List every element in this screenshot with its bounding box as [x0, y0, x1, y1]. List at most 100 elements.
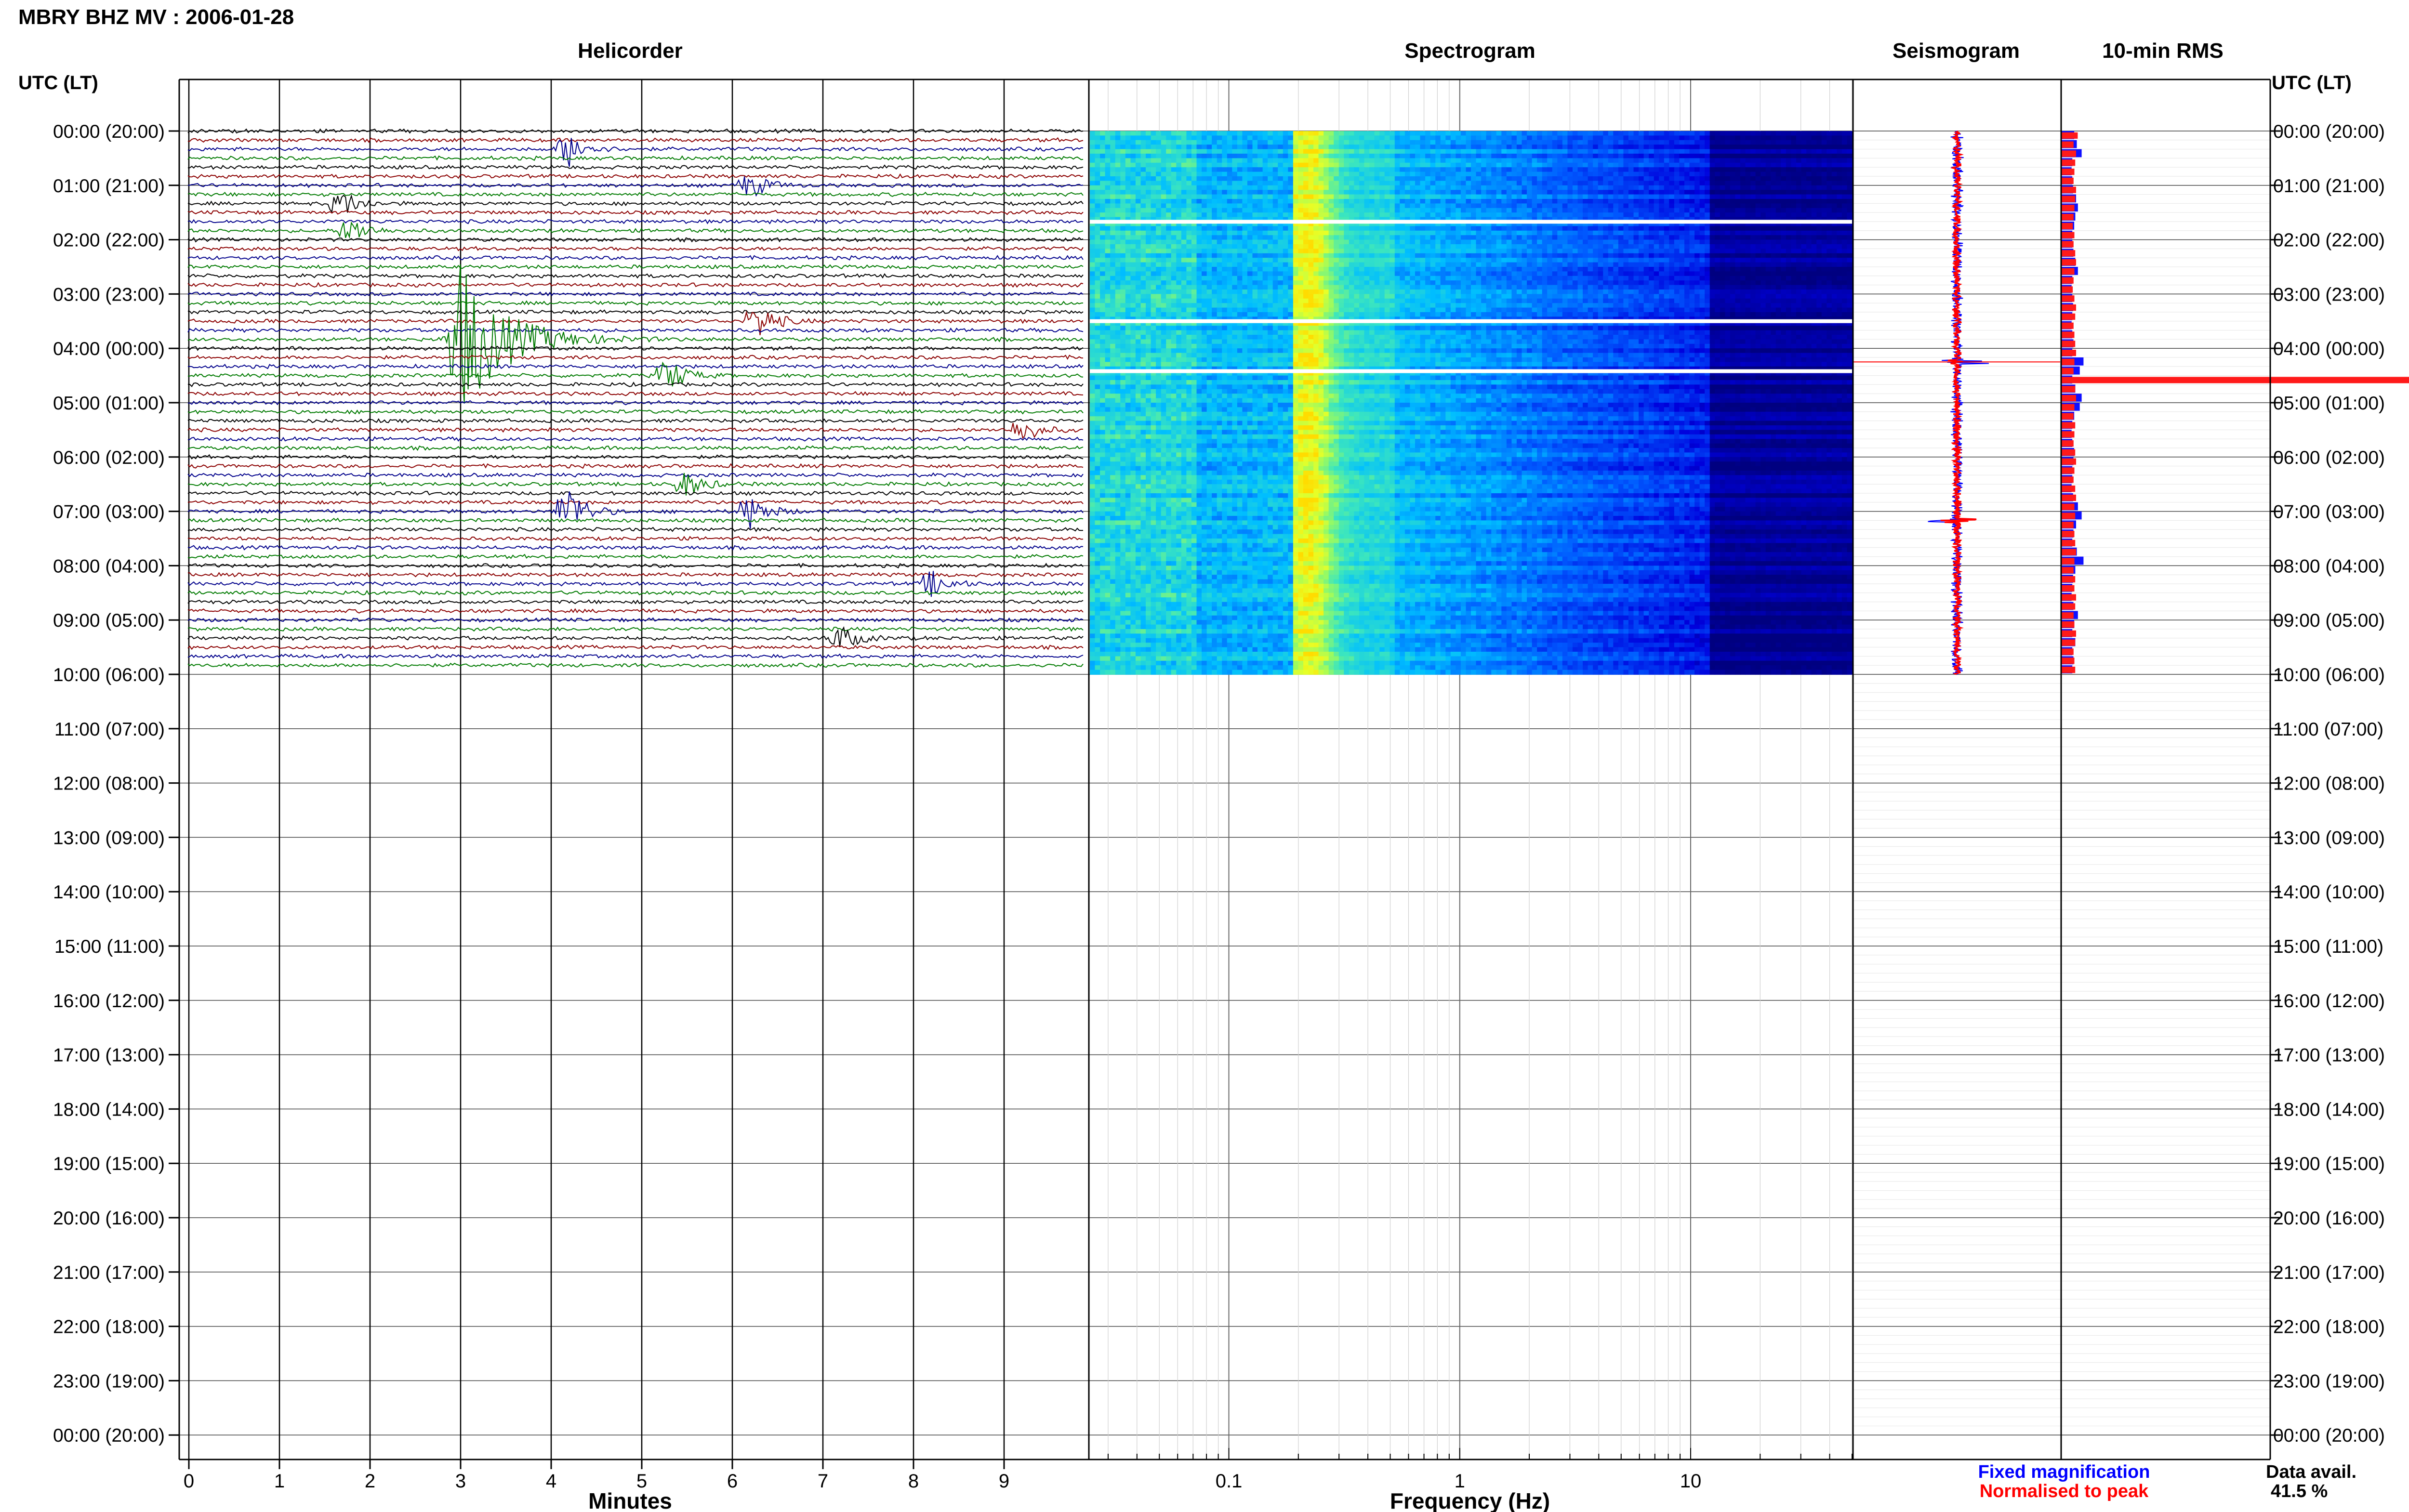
spectrogram-cell [1491, 181, 1497, 186]
spectrogram-cell [1196, 262, 1202, 267]
spectrogram-cell [1156, 208, 1162, 213]
spectrogram-cell [1293, 135, 1299, 141]
spectrogram-cell [1242, 131, 1248, 136]
spectrogram-cell [1750, 208, 1756, 213]
spectrogram-cell [1588, 162, 1593, 168]
spectrogram-cell [1735, 185, 1741, 190]
spectrogram-cell [1196, 226, 1202, 231]
spectrogram-cell [1598, 199, 1603, 204]
spectrogram-cell [1588, 181, 1593, 186]
spectrogram-cell [1344, 212, 1350, 218]
spectrogram-cell [1837, 253, 1842, 258]
spectrogram-cell [1308, 171, 1314, 177]
spectrogram-cell [1146, 253, 1152, 258]
spectrogram-cell [1588, 239, 1593, 245]
spectrogram-cell [1450, 230, 1456, 236]
spectrogram-cell [1466, 181, 1471, 186]
spectrogram-cell [1308, 194, 1314, 199]
spectrogram-cell [1466, 176, 1471, 182]
spectrogram-cell [1394, 167, 1401, 172]
spectrogram-cell [1364, 135, 1370, 141]
spectrogram-cell [1628, 239, 1634, 245]
spectrogram-cell [1313, 222, 1319, 227]
spectrogram-cell [1384, 181, 1390, 186]
spectrogram-cell [1476, 249, 1482, 254]
spectrogram-cell [1623, 149, 1629, 154]
spectrogram-cell [1262, 226, 1268, 231]
spectrogram-cell [1847, 271, 1853, 276]
spectrogram-cell [1222, 235, 1228, 240]
spectrogram-cell [1384, 212, 1390, 218]
spectrogram-cell [1425, 217, 1431, 222]
spectrogram-cell [1841, 145, 1848, 150]
spectrogram-cell [1237, 230, 1243, 236]
spectrogram-cell [1156, 230, 1162, 236]
spectrogram-cell [1481, 222, 1487, 227]
spectrogram-cell [1481, 226, 1487, 231]
spectrogram-cell [1176, 190, 1182, 195]
spectrogram-cell [1715, 226, 1721, 231]
spectrogram-cell [1664, 140, 1670, 145]
spectrogram-cell [1821, 190, 1827, 195]
spectrogram-cell [1227, 267, 1233, 272]
spectrogram-cell [1359, 217, 1365, 222]
spectrogram-cell [1775, 235, 1782, 240]
spectrogram-cell [1639, 162, 1644, 168]
spectrogram-cell [1176, 267, 1182, 272]
spectrogram-cell [1359, 190, 1365, 195]
spectrogram-cell [1410, 253, 1416, 258]
spectrogram-cell [1786, 222, 1792, 227]
spectrogram-cell [1715, 199, 1721, 204]
spectrogram-cell [1669, 149, 1675, 154]
spectrogram-cell [1105, 262, 1111, 267]
spectrogram-cell [1384, 230, 1390, 236]
spectrogram-cell [1527, 244, 1533, 250]
spectrogram-cell [1450, 239, 1456, 245]
spectrogram-cell [1435, 190, 1441, 195]
spectrogram-cell [1775, 262, 1782, 267]
spectrogram-cell [1227, 262, 1233, 267]
spectrogram-cell [1613, 203, 1619, 209]
spectrogram-cell [1506, 149, 1512, 154]
spectrogram-cell [1684, 145, 1690, 150]
spectrogram-cell [1146, 135, 1152, 141]
spectrogram-cell [1415, 145, 1421, 150]
spectrogram-cell [1481, 131, 1487, 136]
spectrogram-cell [1384, 253, 1390, 258]
spectrogram-cell [1191, 258, 1197, 263]
spectrogram-cell [1135, 135, 1141, 141]
spectrogram-cell [1501, 154, 1507, 159]
spectrogram-cell [1837, 145, 1842, 150]
spectrogram-cell [1390, 226, 1395, 231]
spectrogram-cell [1456, 208, 1461, 213]
spectrogram-cell [1608, 267, 1614, 272]
spectrogram-cell [1694, 267, 1700, 272]
spectrogram-cell [1135, 203, 1141, 209]
spectrogram-cell [1161, 235, 1166, 240]
spectrogram-cell [1786, 158, 1792, 163]
spectrogram-cell [1186, 190, 1192, 195]
spectrogram-cell [1359, 249, 1365, 254]
spectrogram-cell [1694, 212, 1700, 218]
spectrogram-cell [1440, 176, 1446, 182]
spectrogram-cell [1278, 149, 1284, 154]
spectrogram-cell [1481, 199, 1487, 204]
spectrogram-cell [1430, 244, 1436, 250]
spectrogram-cell [1324, 158, 1329, 163]
spectrogram-cell [1268, 171, 1273, 177]
spectrogram-cell [1390, 167, 1395, 172]
spectrogram-cell [1115, 226, 1121, 231]
spectrogram-cell [1481, 249, 1487, 254]
spectrogram-cell [1425, 190, 1431, 195]
spectrogram-cell [1486, 249, 1492, 254]
spectrogram-cell [1242, 176, 1248, 182]
spectrogram-cell [1847, 171, 1853, 177]
spectrogram-cell [1237, 181, 1243, 186]
spectrogram-cell [1430, 258, 1436, 263]
spectrogram-cell [1598, 244, 1603, 250]
spectrogram-cell [1750, 203, 1756, 209]
spectrogram-cell [1191, 267, 1197, 272]
spectrogram-cell [1181, 235, 1187, 240]
spectrogram-cell [1268, 249, 1273, 254]
spectrogram-cell [1140, 149, 1146, 154]
